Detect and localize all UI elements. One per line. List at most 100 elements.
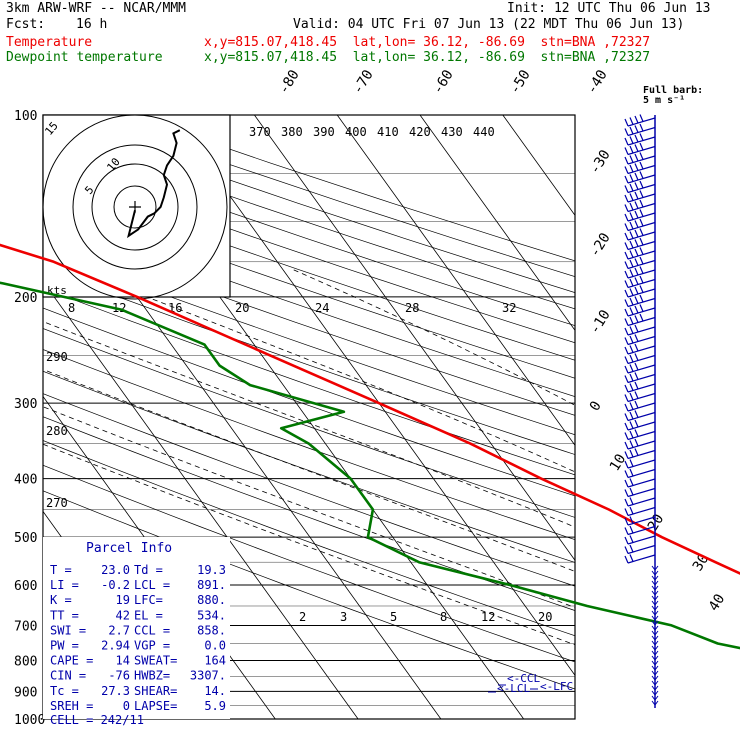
- wind-barb: [624, 275, 656, 289]
- wind-legend-title: Full barb:: [643, 85, 703, 96]
- wind-barb: [624, 448, 656, 460]
- moist-adiabat-line: [43, 443, 575, 646]
- theta-label: 420: [409, 125, 431, 139]
- parcel-info-value: 0: [123, 699, 130, 713]
- isotherm-label: 10: [607, 451, 630, 474]
- parcel-info-value: 880.: [197, 593, 226, 607]
- wind-barb: [624, 266, 656, 279]
- parcel-info-value: 42: [116, 608, 130, 622]
- parcel-info-value: 164: [204, 654, 226, 668]
- wind-barb-low: [651, 615, 659, 621]
- temperature-location: x,y=815.07,418.45 lat,lon= 36.12, -86.69…: [204, 35, 651, 50]
- wind-barb-low: [651, 595, 659, 601]
- mixing-ratio-label: 2: [299, 610, 306, 624]
- mixing-ratio-label: 12: [481, 610, 495, 624]
- parcel-info-key: TT =: [50, 608, 79, 622]
- wind-barb: [624, 419, 656, 431]
- wind-barb: [624, 497, 656, 507]
- parcel-info-key: CAPE =: [50, 654, 93, 668]
- forecast-label: Fcst:: [6, 17, 46, 32]
- parcel-info-value: 2.7: [108, 623, 130, 637]
- parcel-info-key: VGP =: [134, 639, 170, 653]
- parcel-info-key: PW =: [50, 639, 79, 653]
- parcel-info-key: CIN =: [50, 669, 86, 683]
- pressure-label: 700: [14, 619, 37, 634]
- hodograph-ring: [91, 163, 179, 251]
- dewpoint-location: x,y=815.07,418.45 lat,lon= 36.12, -86.69…: [204, 50, 651, 65]
- pressure-label: 800: [14, 654, 37, 669]
- wind-barb: [624, 324, 656, 336]
- wind-barb: [624, 544, 656, 555]
- isotherm-line: [254, 115, 575, 561]
- temperature-legend: Temperature: [6, 35, 93, 50]
- isotherm-label: -10: [587, 307, 614, 337]
- theta-label: 390: [313, 125, 335, 139]
- pressure-label: 300: [14, 397, 37, 412]
- mixing-ratio-label: 3: [340, 610, 347, 624]
- pressure-label: 600: [14, 579, 37, 594]
- wind-barb-low: [651, 610, 659, 616]
- dry-adiabat-line: [43, 195, 575, 379]
- mixing-ratio-label: 24: [315, 301, 329, 315]
- parcel-level-label: <-LCL: [497, 682, 530, 695]
- wind-barb: [624, 343, 656, 355]
- wind-barb-low: [651, 685, 659, 691]
- init-time: Init: 12 UTC Thu 06 Jun 13: [507, 1, 711, 16]
- moist-adiabat-line: [43, 368, 575, 572]
- wind-barb-low: [651, 580, 659, 586]
- theta-label: 290: [46, 350, 68, 364]
- parcel-info-value: 2.94: [101, 639, 130, 653]
- wind-barb-low: [651, 605, 659, 611]
- theta-label: 280: [46, 424, 68, 438]
- parcel-info-key: HWBZ=: [134, 669, 170, 683]
- wind-barb: [624, 468, 656, 479]
- wind-barb: [624, 381, 656, 393]
- wind-barb-low: [651, 665, 659, 671]
- wind-barb: [624, 487, 656, 498]
- parcel-info-key: EL =: [134, 608, 163, 622]
- isotherm-line: [43, 280, 359, 719]
- wind-barb: [624, 180, 656, 194]
- theta-label: 370: [249, 125, 271, 139]
- wind-barb: [624, 362, 656, 374]
- parcel-info: Parcel Info T = 23.0 Td = 19.3 LI = -0.2 LCL = 8…: [43, 537, 230, 727]
- wind-barb-low: [651, 690, 659, 696]
- wind-barb: [624, 391, 656, 403]
- wind-barb-low: [651, 565, 659, 571]
- isotherm-label: -50: [507, 67, 534, 97]
- wind-barb-low: [651, 575, 659, 581]
- isotherm-line: [502, 115, 575, 216]
- wind-barb: [624, 199, 656, 213]
- dry-adiabat-line: [43, 328, 575, 518]
- wind-barb-low: [651, 640, 659, 646]
- wind-barb: [624, 114, 656, 127]
- mixing-ratio-label: 8: [440, 610, 447, 624]
- wind-barb: [624, 535, 656, 545]
- wind-barb: [624, 438, 656, 450]
- wind-barb: [624, 334, 656, 346]
- parcel-info-key: SREH =: [50, 699, 93, 713]
- mixing-ratio-label: 5: [390, 610, 397, 624]
- dewpoint-legend: Dewpoint temperature: [6, 50, 163, 65]
- parcel-info-value: 534.: [197, 608, 226, 622]
- hodograph-ring: [113, 185, 157, 229]
- dry-adiabat-line: [43, 349, 575, 541]
- parcel-info-value: 0.0: [204, 639, 226, 653]
- parcel-info-key: CCL =: [134, 623, 170, 637]
- parcel-info-value: 858.: [197, 623, 226, 637]
- parcel-info-value: 27.3: [101, 684, 130, 698]
- wind-barb: [624, 256, 656, 270]
- wind-barb: [624, 313, 656, 327]
- dewpoint-line: [0, 281, 740, 650]
- parcel-info-key: Td =: [134, 563, 163, 577]
- wind-barb: [624, 123, 656, 137]
- parcel-info-panel: [43, 537, 230, 719]
- dry-adiabat-line: [43, 213, 575, 397]
- dry-adiabat-line: [43, 268, 575, 455]
- dry-adiabat-line: [43, 249, 575, 436]
- pressure-label: 1000: [14, 713, 45, 728]
- parcel-info-value: 14: [116, 654, 130, 668]
- mixing-ratio-label: 20: [538, 610, 552, 624]
- dry-adiabat-line: [43, 287, 575, 476]
- wind-barb: [624, 237, 656, 251]
